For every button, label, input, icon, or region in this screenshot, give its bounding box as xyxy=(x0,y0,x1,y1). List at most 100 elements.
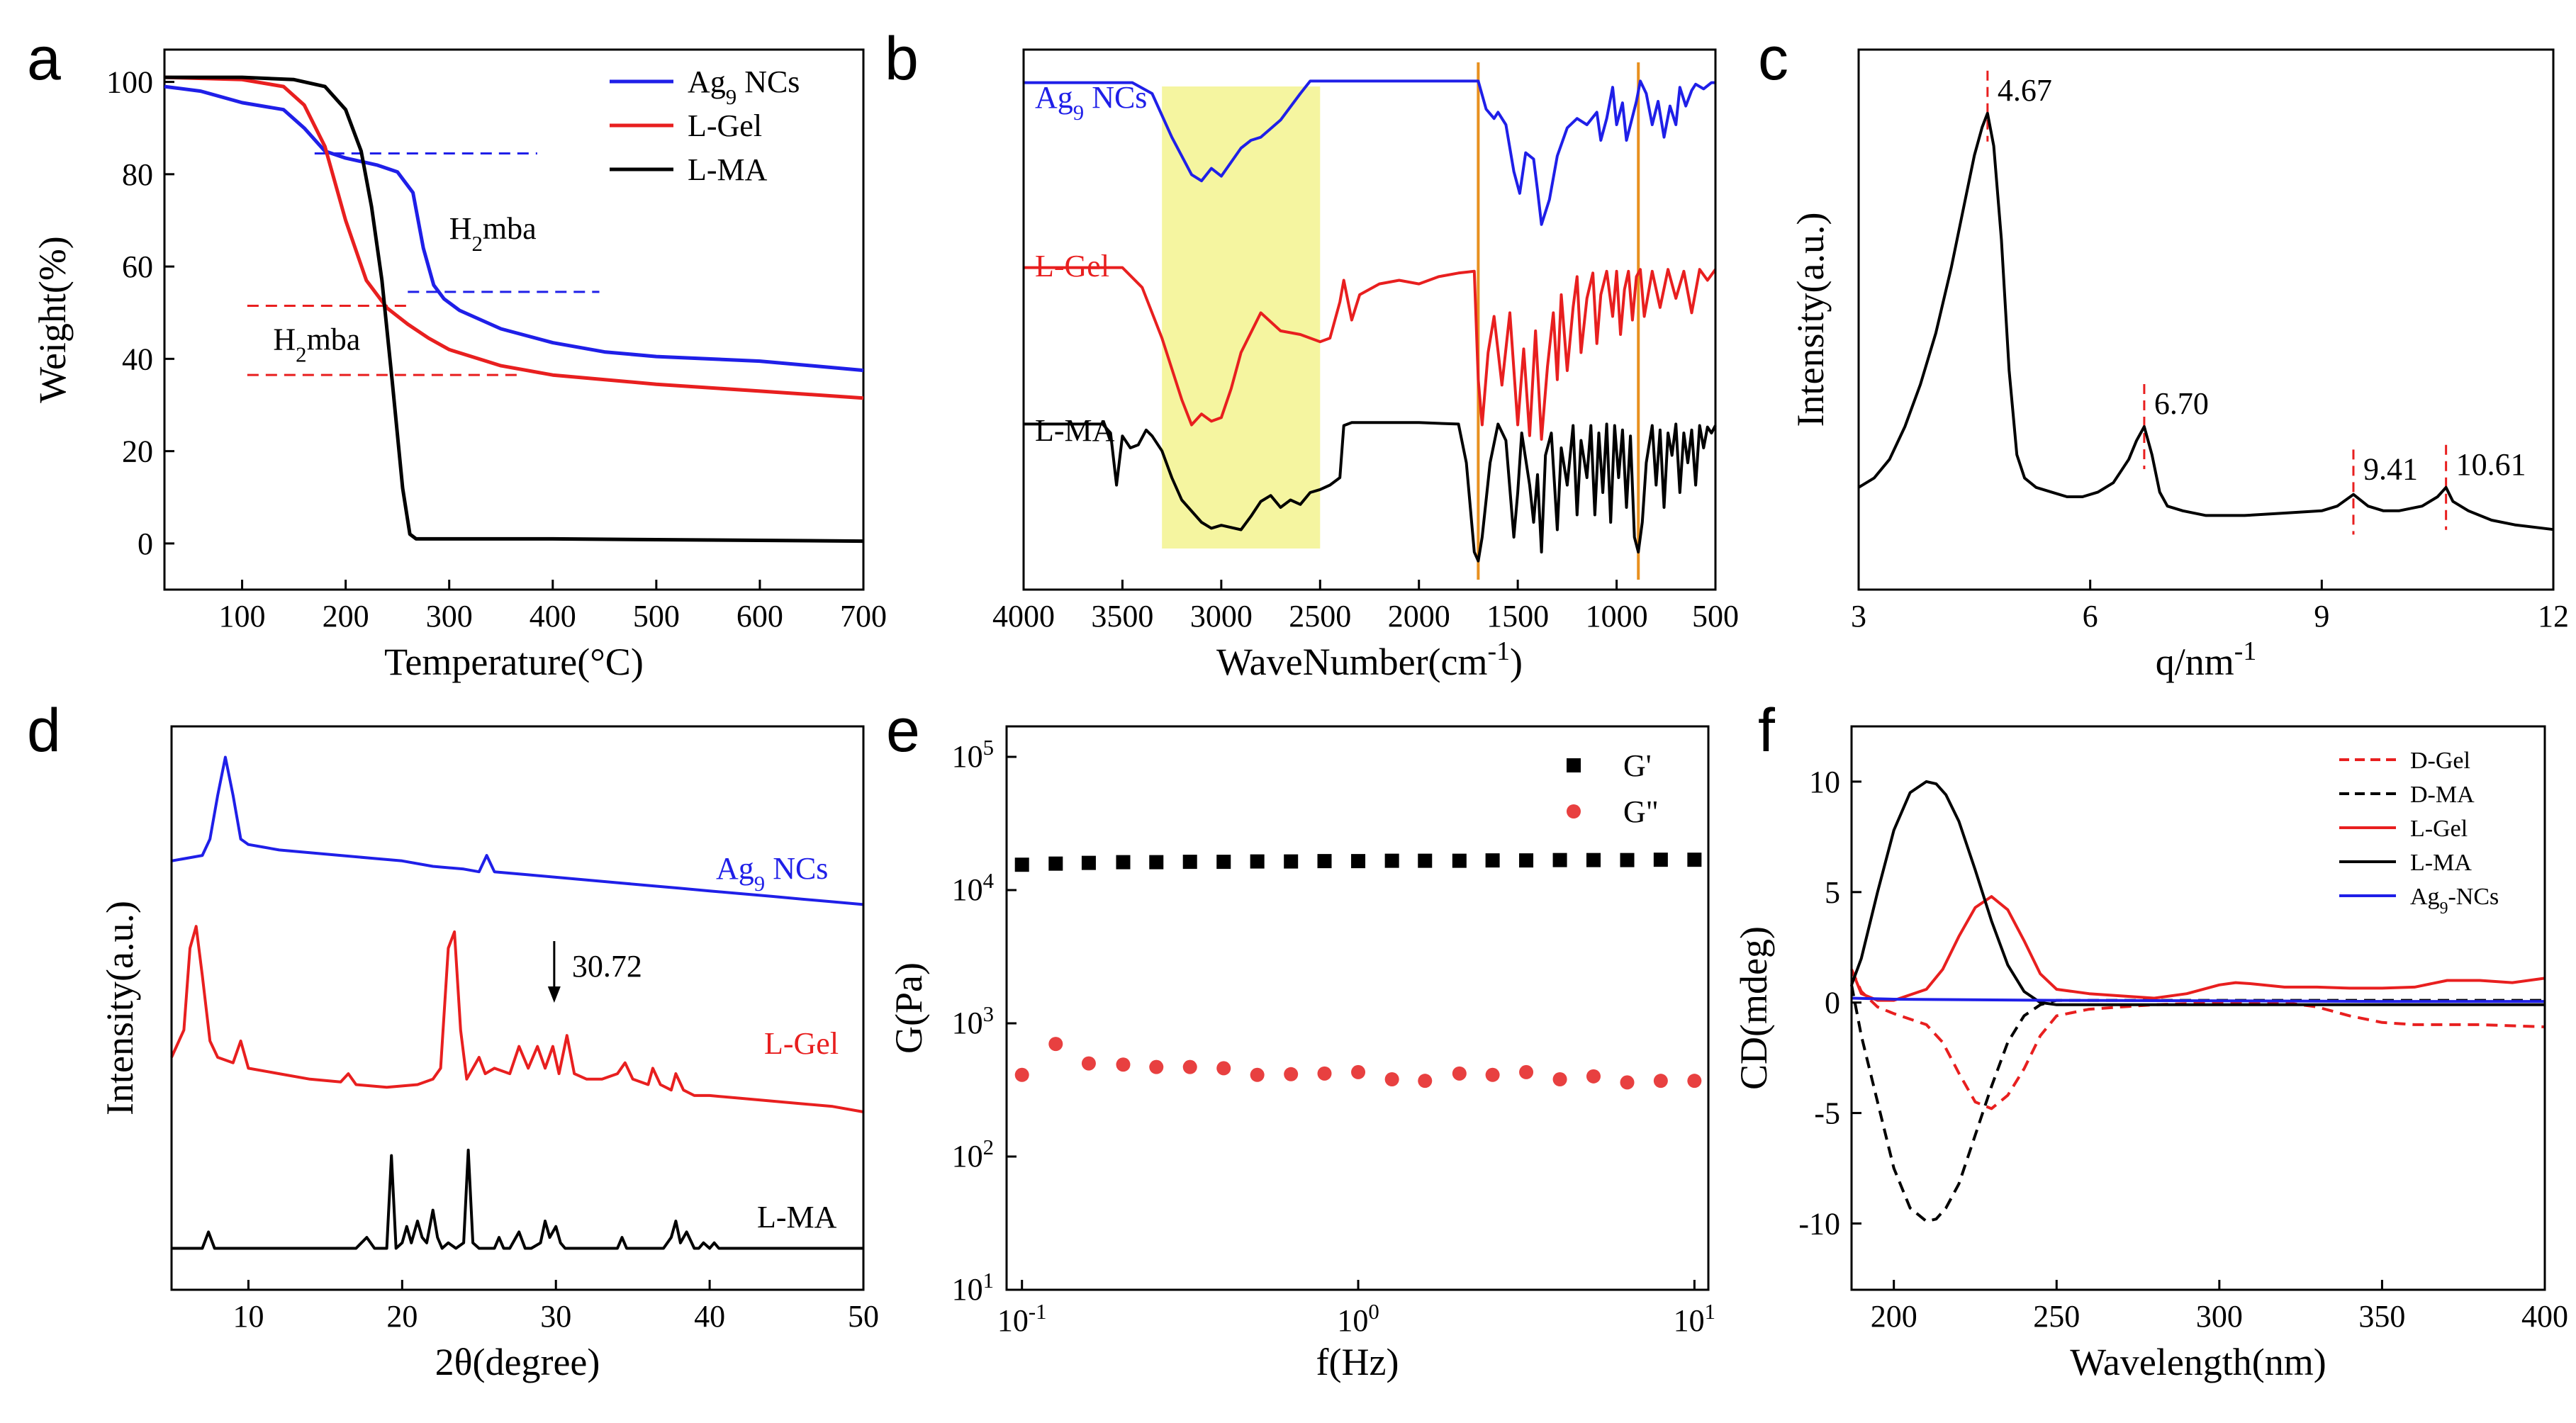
series-label-part: Ag xyxy=(716,851,754,886)
data-point-g-double-prime xyxy=(1048,1037,1063,1052)
legend-label: L-Gel xyxy=(688,108,762,143)
series-line-l-ma xyxy=(1024,421,1717,563)
series-line-l-gel xyxy=(1850,895,2546,1002)
data-point-g-prime xyxy=(1653,853,1668,867)
x-tick-label-b: 3000 xyxy=(1190,599,1253,634)
data-point-g-double-prime xyxy=(1284,1067,1299,1081)
annotation-h2mba-part: H xyxy=(449,211,472,246)
panel-c: 4.67 6.70 9.41 10.61 c 3 6 9 12 q/nm-1 Intensity(a… xyxy=(1758,25,2569,683)
data-point-g-double-prime xyxy=(1014,1067,1029,1082)
x-tick-label-e-part: 1 xyxy=(1705,1300,1715,1324)
data-point-g-prime xyxy=(1418,853,1433,868)
y-tick-label-e-part: 10 xyxy=(952,1006,983,1040)
series-line-l-gel xyxy=(170,925,864,1113)
panel-letter-b: b xyxy=(885,25,919,93)
x-tick-label-e: 100 xyxy=(1337,1300,1379,1338)
y-tick-label-f: 0 xyxy=(1825,986,1840,1020)
y-tick-label-e-part: 1 xyxy=(983,1269,994,1293)
y-tick-label-e-part: 5 xyxy=(983,736,994,760)
series-line-ag9-ncs xyxy=(1024,79,1715,226)
x-tick-label-e-part: 10 xyxy=(1337,1303,1368,1338)
x-tick-label-a: 700 xyxy=(840,599,887,634)
x-tick-label-a: 300 xyxy=(426,599,473,634)
legend-label-part: 9 xyxy=(726,85,737,109)
plot-frame-a xyxy=(163,48,865,591)
x-tick-label-b: 1000 xyxy=(1586,599,1648,634)
x-tick-label-c: 6 xyxy=(2083,599,2098,634)
data-point-g-prime xyxy=(1687,853,1702,867)
data-point-g-double-prime xyxy=(1586,1069,1601,1084)
data-point-g-prime xyxy=(1519,853,1534,868)
data-point-g-double-prime xyxy=(1351,1064,1366,1079)
legend-label-part: Ag xyxy=(2410,884,2440,910)
data-point-g-double-prime xyxy=(1081,1056,1096,1071)
x-axis-label-a: Temperature(°C) xyxy=(384,641,644,683)
x-tick-label-e-part: 10 xyxy=(1674,1303,1705,1338)
y-tick-label-e: 101 xyxy=(952,1269,994,1307)
data-point-g-double-prime xyxy=(1250,1067,1265,1082)
x-axis-label-c: q/nm-1 xyxy=(2156,636,2257,683)
x-tick-label-b: 1500 xyxy=(1486,599,1549,634)
x-tick-label-b: 2500 xyxy=(1289,599,1351,634)
plot-frame-e xyxy=(1005,725,1710,1291)
data-point-g-prime xyxy=(1250,854,1265,869)
x-tick-label-d: 50 xyxy=(848,1299,879,1334)
data-point-g-prime xyxy=(1452,853,1467,868)
x-tick-label-d: 40 xyxy=(694,1299,725,1334)
series-line-l-ma xyxy=(164,75,864,544)
x-axis-label-c-part: q/nm xyxy=(2156,641,2234,683)
y-axis-label-a: Weight(%) xyxy=(31,236,74,403)
legend-label-part: L-MA xyxy=(2410,850,2472,876)
legend-label: G' xyxy=(1623,748,1652,783)
data-point-g-prime xyxy=(1284,854,1299,869)
panel-letter-c: c xyxy=(1758,25,1788,93)
legend-label-part: D-Gel xyxy=(2410,748,2470,774)
y-axis-label-e: G(Pa) xyxy=(887,962,930,1054)
data-point-g-prime xyxy=(1216,855,1231,870)
panel-letter-d: d xyxy=(27,697,61,765)
data-point-g-prime xyxy=(1351,854,1366,869)
panel-letter-e: e xyxy=(886,697,920,765)
legend-label: L-Gel xyxy=(2410,816,2468,842)
legend-label: L-MA xyxy=(2410,850,2472,876)
y-tick-label-e-part: 10 xyxy=(952,1272,983,1307)
plot-frame-c xyxy=(1857,48,2555,591)
data-point-g-prime xyxy=(1182,855,1197,870)
y-tick-label-e: 104 xyxy=(952,869,994,907)
x-axis-label-c-part: -1 xyxy=(2234,636,2257,666)
x-tick-label-a: 100 xyxy=(219,599,266,634)
data-point-g-double-prime xyxy=(1687,1074,1702,1089)
legend-label-part: L-Gel xyxy=(2410,816,2468,842)
data-point-g-prime xyxy=(1384,853,1399,868)
series-line-saxs xyxy=(1857,111,2554,531)
x-tick-label-a: 600 xyxy=(737,599,783,634)
x-axis-label-e: f(Hz) xyxy=(1316,1341,1399,1383)
x-tick-label-a: 400 xyxy=(530,599,576,634)
annotation-h2mba-part: mba xyxy=(307,322,361,356)
y-tick-label-e-part: 10 xyxy=(952,1139,983,1174)
y-tick-label-a: 80 xyxy=(122,157,153,192)
data-point-g-double-prime xyxy=(1116,1057,1131,1072)
annotation-h2mba-part: mba xyxy=(483,211,537,246)
x-tick-label-e: 101 xyxy=(1674,1300,1715,1338)
x-tick-label-c: 12 xyxy=(2538,599,2569,634)
x-tick-label-e-part: -1 xyxy=(1029,1300,1047,1324)
x-axis-label-f: Wavelength(nm) xyxy=(2070,1341,2326,1383)
data-point-g-double-prime xyxy=(1384,1072,1399,1087)
panel-b: Ag9 NCs L-Gel L-MA b 4000 3500 3000 2500 2000 150… xyxy=(885,25,1739,683)
data-point-g-prime xyxy=(1620,853,1635,867)
series-label-part: L-Gel xyxy=(1035,249,1109,283)
data-point-g-double-prime xyxy=(1418,1074,1433,1089)
x-tick-label-b: 500 xyxy=(1692,599,1739,634)
data-point-g-double-prime xyxy=(1317,1066,1332,1081)
x-tick-label-d: 20 xyxy=(386,1299,418,1334)
data-point-g-prime xyxy=(1048,856,1063,871)
x-tick-label-f: 300 xyxy=(2196,1299,2243,1334)
legend-label: D-MA xyxy=(2410,782,2475,808)
series-label-part: L-MA xyxy=(1035,413,1115,448)
highlight-band xyxy=(1162,86,1321,549)
series-label: Ag9 NCs xyxy=(1035,80,1147,125)
series-label: Ag9 NCs xyxy=(716,851,828,896)
legend-label-part: D-MA xyxy=(2410,782,2475,808)
peak-label: 9.41 xyxy=(2363,451,2418,486)
